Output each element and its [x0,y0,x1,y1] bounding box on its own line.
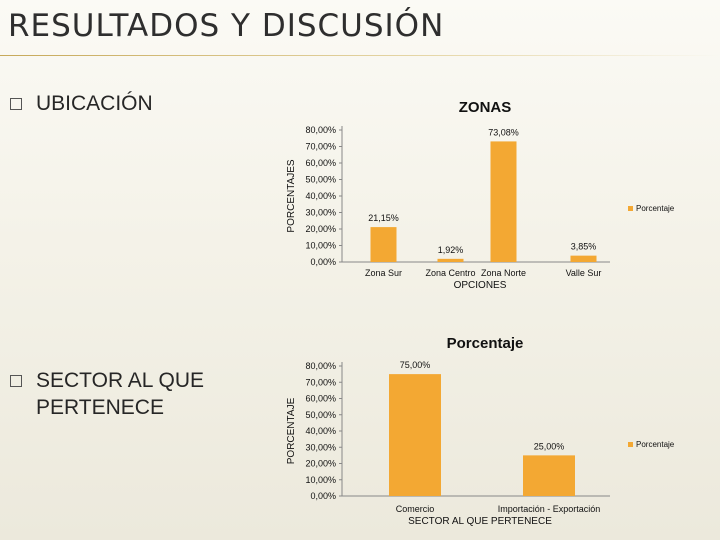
data-label: 3,85% [571,242,597,252]
data-label: 21,15% [368,213,399,223]
data-label: 75,00% [400,360,431,370]
bullet-label: UBICACIÓN [36,92,153,115]
category-label: Zona Sur [365,268,402,278]
data-label: 73,08% [488,127,519,137]
y-tick-label: 60,00% [305,394,336,404]
y-axis-title: PORCENTAJE [286,397,297,464]
category-label: Importación - Exportación [498,504,601,514]
x-axis-title: OPCIONES [454,280,507,291]
data-label: 1,92% [438,245,464,255]
legend-swatch [628,206,633,211]
data-label: 25,00% [534,441,565,451]
category-label: Zona Norte [481,268,526,278]
bullet-ubicacion: UBICACIÓN [10,90,153,117]
legend-label: Porcentaje [636,204,675,213]
bar [523,455,575,496]
y-tick-label: 10,00% [305,475,336,485]
y-tick-label: 50,00% [305,175,336,185]
y-tick-label: 70,00% [305,377,336,387]
y-tick-label: 0,00% [310,257,336,267]
y-tick-label: 60,00% [305,158,336,168]
y-tick-label: 30,00% [305,442,336,452]
y-tick-label: 10,00% [305,241,336,251]
sector-chart: Porcentaje PORCENTAJE 0,00% 10,00% 20,00% 30,… [280,328,700,528]
y-tick-label: 40,00% [305,191,336,201]
chart-title: ZONAS [459,99,512,116]
square-bullet-icon [10,98,22,110]
legend-label: Porcentaje [636,440,675,449]
y-tick-label: 70,00% [305,142,336,152]
zonas-chart-svg: ZONAS PORCENTAJES 0,00% 10,00% 20,00% 30,00% 4… [286,99,675,291]
y-tick-label: 80,00% [305,125,336,135]
y-tick-label: 20,00% [305,224,336,234]
category-label: Comercio [396,504,435,514]
y-tick-label: 30,00% [305,208,336,218]
square-bullet-icon [10,375,22,387]
slide-title: RESULTADOS Y DISCUSIÓN [8,8,445,44]
bar [490,141,517,262]
bullet-sector: SECTOR AL QUE PERTENECE [10,367,204,421]
category-label: Zona Centro [425,268,475,278]
y-axis-title: PORCENTAJES [286,159,297,232]
chart-title: Porcentaje [447,335,524,352]
bullet-label: SECTOR AL QUE PERTENECE [36,369,205,419]
sector-chart-svg: Porcentaje PORCENTAJE 0,00% 10,00% 20,00% 30,… [286,335,675,527]
bar [437,258,464,262]
legend-swatch [628,442,633,447]
y-tick-label: 80,00% [305,361,336,371]
bar [570,255,597,262]
y-tick-label: 20,00% [305,459,336,469]
title-divider [0,55,720,56]
y-tick-label: 50,00% [305,410,336,420]
bar [370,227,397,262]
category-label: Valle Sur [566,268,602,278]
bar [389,374,441,496]
zonas-chart: ZONAS PORCENTAJES 0,00% 10,00% 20,00% 30,00% 4… [280,88,700,298]
y-tick-label: 0,00% [310,491,336,501]
x-axis-title: SECTOR AL QUE PERTENECE [408,516,552,527]
y-tick-label: 40,00% [305,426,336,436]
